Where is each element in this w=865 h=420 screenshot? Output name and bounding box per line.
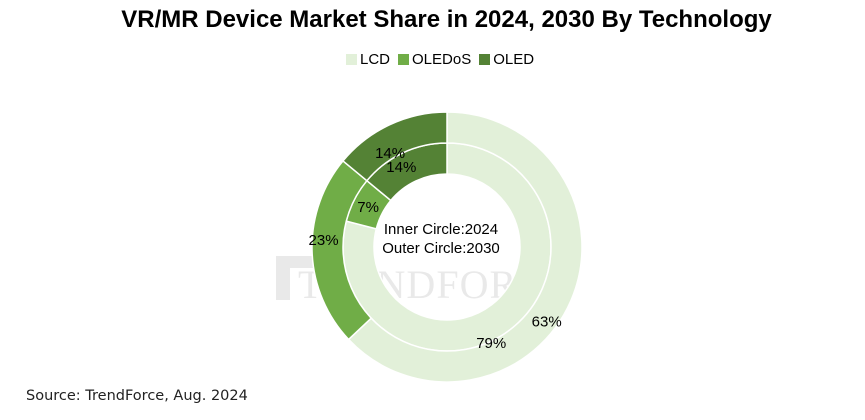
outer-ring-slice-lcd — [347, 111, 583, 383]
inner-ring-label-oled: 14% — [386, 159, 416, 176]
legend-swatch-oledos — [398, 54, 410, 65]
center-label-inner: Inner Circle:2024 — [384, 221, 498, 238]
legend-label-oledos: OLEDoS — [412, 51, 472, 68]
legend-swatch-lcd — [346, 54, 357, 65]
outer-ring-slice-oled — [341, 111, 448, 182]
slice-labels: 79% 7% 14% 63% 23% 14% — [309, 145, 562, 352]
inner-ring-label-lcd: 79% — [476, 335, 506, 352]
legend-swatch-oled — [479, 54, 491, 65]
legend-label-lcd: LCD — [360, 51, 391, 68]
outer-ring-label-oledos: 23% — [309, 232, 339, 249]
legend-item-oledos: OLEDoS — [398, 51, 471, 68]
chart-title: VR/MR Device Market Share in 2024, 2030 … — [121, 6, 772, 33]
legend-label-oled: OLED — [493, 51, 535, 68]
donut-rings — [311, 111, 583, 383]
center-label-outer: Outer Circle:2030 — [382, 240, 500, 257]
watermark-logo-mark — [276, 256, 290, 300]
outer-ring-label-oled: 14% — [375, 145, 405, 162]
chart-legend: LCD OLEDoS OLED — [346, 51, 534, 68]
source-note: Source: TrendForce, Aug. 2024 — [26, 388, 248, 404]
inner-ring-label-oledos: 7% — [357, 199, 379, 216]
outer-ring-label-lcd: 63% — [532, 313, 562, 330]
legend-item-lcd: LCD — [346, 51, 390, 68]
legend-item-oled: OLED — [479, 51, 534, 68]
